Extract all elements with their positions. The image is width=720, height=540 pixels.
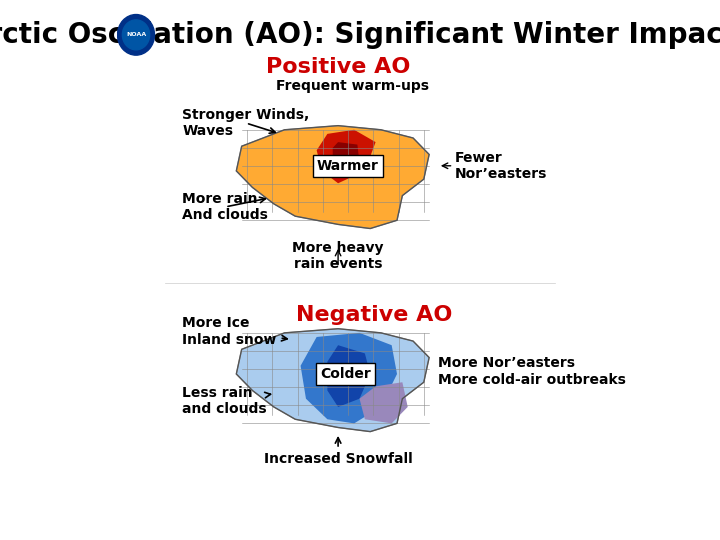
Text: More heavy
rain events: More heavy rain events [292, 241, 384, 271]
Text: Increased Snowfall: Increased Snowfall [264, 437, 413, 465]
Text: Warmer: Warmer [317, 159, 379, 173]
Polygon shape [236, 126, 429, 228]
Text: Stronger Winds,
Waves: Stronger Winds, Waves [182, 108, 310, 138]
Polygon shape [317, 130, 376, 183]
Text: Less rain
and clouds: Less rain and clouds [182, 386, 271, 416]
Text: More rain
And clouds: More rain And clouds [182, 192, 268, 222]
Text: NOAA: NOAA [126, 32, 146, 37]
Text: Negative AO: Negative AO [297, 306, 453, 326]
Text: Positive AO: Positive AO [266, 57, 410, 77]
Circle shape [117, 15, 155, 55]
Polygon shape [359, 382, 408, 423]
Polygon shape [236, 329, 429, 431]
Circle shape [122, 20, 150, 50]
Text: Frequent warm-ups: Frequent warm-ups [276, 79, 429, 93]
Text: More Nor’easters
More cold-air outbreaks: More Nor’easters More cold-air outbreaks [438, 356, 626, 387]
Text: Fewer
Nor’easters: Fewer Nor’easters [455, 151, 547, 181]
Polygon shape [328, 345, 370, 407]
Text: Colder: Colder [320, 367, 371, 381]
Polygon shape [300, 333, 397, 423]
Text: Arctic Oscillation (AO): Significant Winter Impacts: Arctic Oscillation (AO): Significant Win… [0, 22, 720, 50]
Text: More Ice
Inland snow: More Ice Inland snow [182, 316, 287, 347]
Polygon shape [333, 142, 359, 175]
